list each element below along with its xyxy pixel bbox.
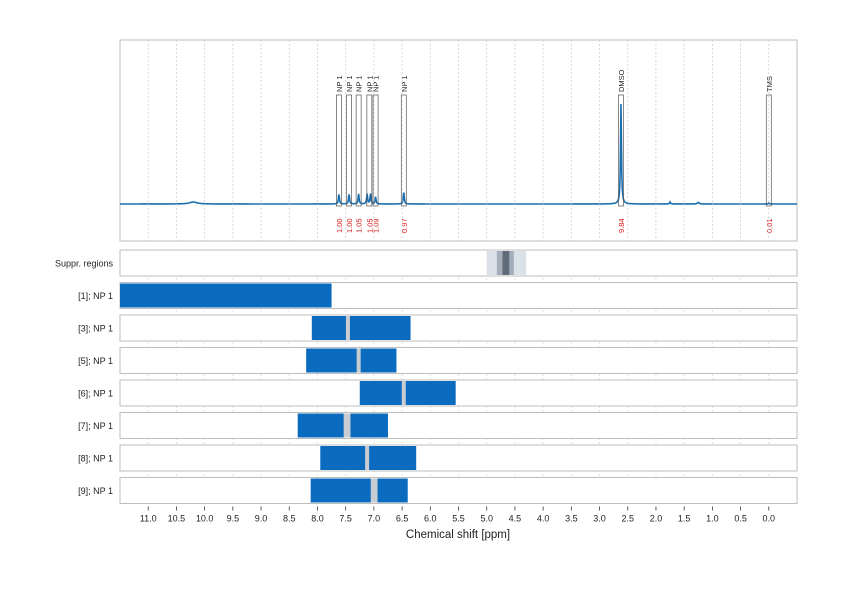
track-frame [119, 249, 798, 277]
track-frame [119, 444, 798, 472]
signal-label: NP 1 [365, 75, 374, 92]
signal-box [400, 94, 407, 207]
track-frame [119, 477, 798, 504]
signal-box [372, 94, 379, 207]
integral-label: 1.00 [335, 218, 344, 233]
track-gap [370, 478, 378, 503]
signal-label: NP 1 [355, 75, 364, 92]
track-label: [3]; NP 1 [78, 324, 113, 334]
signal-box [336, 94, 342, 207]
tick-label: 11.0 [140, 514, 157, 524]
x-axis-label: Chemical shift [ppm] [406, 529, 510, 541]
track-bar [310, 478, 408, 503]
track-label: [6]; NP 1 [78, 389, 113, 399]
signal-label: NP 1 [400, 75, 409, 92]
tick-label: 4.0 [537, 514, 550, 524]
integral-label: 1.09 [372, 218, 381, 233]
signal-label: NP 1 [335, 75, 344, 92]
grid [147, 40, 770, 504]
track-bar [297, 413, 388, 438]
tick-label: 7.0 [368, 514, 381, 524]
track-frame [119, 379, 798, 407]
track-gap [343, 413, 351, 438]
tracks: Suppr. regions [1]; NP 1 [3]; NP 1 [5]; NP … [55, 249, 798, 504]
tick-label: 10.0 [196, 514, 214, 524]
track-bar [359, 381, 456, 405]
track-label: [7]; NP 1 [78, 421, 113, 431]
tick-label: 0.0 [763, 514, 776, 524]
tick-label: 10.5 [168, 514, 186, 524]
tick-label: 6.0 [424, 514, 437, 524]
track-bar [311, 316, 411, 340]
track-label: Suppr. regions [55, 259, 114, 269]
signal-label: NP 1 [372, 75, 381, 92]
track-label: [8]; NP 1 [78, 454, 113, 464]
track-bar [306, 348, 397, 373]
signal-label: NP 1 [345, 75, 354, 92]
tick-label: 1.5 [678, 514, 691, 524]
tick-label: 8.5 [283, 514, 296, 524]
signal-label: DMSO [617, 69, 626, 92]
tick-label: 0.5 [734, 514, 747, 524]
integral-label: 1.05 [355, 218, 364, 233]
track-label: [9]; NP 1 [78, 486, 113, 496]
track-gap [356, 348, 361, 373]
track-gap [365, 446, 370, 470]
signal-box [618, 94, 624, 207]
tick-label: 6.5 [396, 514, 409, 524]
track-gap [345, 316, 350, 340]
tick-label: 2.5 [621, 514, 634, 524]
integral-label: 9.84 [617, 218, 626, 233]
signal-box [355, 94, 362, 207]
track-frame [119, 412, 798, 439]
track-bar [120, 283, 332, 308]
tick-label: 8.0 [311, 514, 324, 524]
track-gap [401, 381, 406, 405]
tick-label: 5.0 [480, 514, 493, 524]
signal-box [346, 94, 352, 207]
track-label: [5]; NP 1 [78, 356, 113, 366]
integral-label: 1.00 [345, 218, 354, 233]
signal-box [366, 94, 373, 207]
x-axis: 11.0 10.5 10.0 9.5 9.0 8.5 8.0 7.5 7.0 6.5 6.0 5.5 5… [140, 506, 776, 524]
tick-label: 4.5 [509, 514, 522, 524]
tick-label: 9.0 [255, 514, 268, 524]
track-frame [119, 314, 798, 342]
integral-label: 1.05 [365, 218, 374, 233]
spectrum-line [120, 103, 797, 205]
track-frame [119, 347, 798, 374]
tick-label: 2.0 [650, 514, 663, 524]
track-label: [1]; NP 1 [78, 291, 113, 301]
integral-label: 0.97 [400, 218, 409, 233]
tick-label: 9.5 [227, 514, 240, 524]
tick-label: 1.0 [706, 514, 719, 524]
tick-label: 7.5 [339, 514, 352, 524]
integral-label: 0.01 [765, 218, 774, 233]
tick-label: 3.5 [565, 514, 578, 524]
tick-label: 5.5 [452, 514, 465, 524]
suppression-region [502, 251, 510, 275]
signal-label: TMS [765, 76, 774, 92]
tick-label: 3.0 [593, 514, 606, 524]
